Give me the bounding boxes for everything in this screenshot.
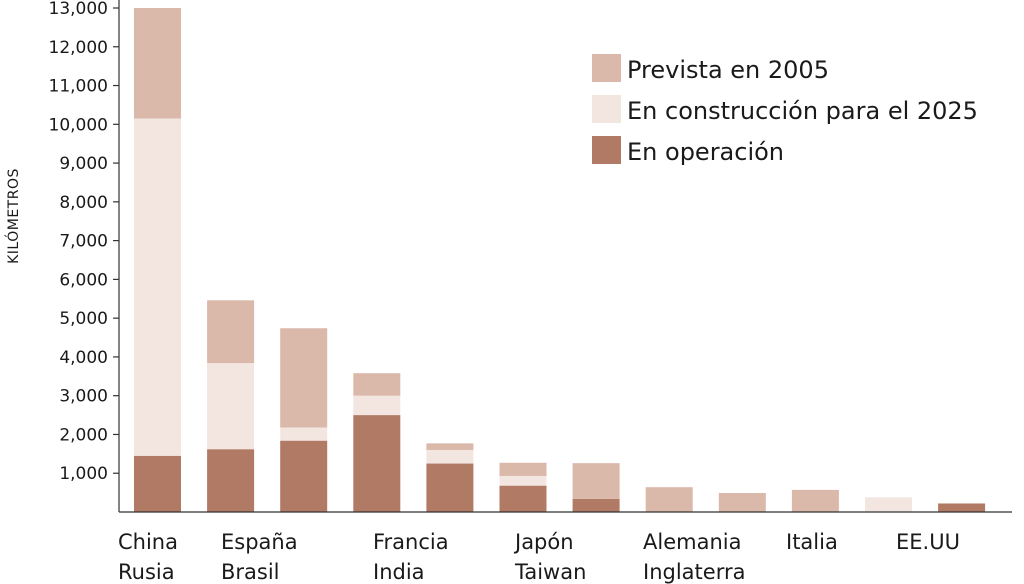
legend-swatch [592, 95, 621, 123]
x-category-label: Alemania [643, 530, 741, 554]
y-tick-label: 4,000 [59, 348, 108, 368]
x-category-label: India [373, 560, 425, 584]
legend-label: En operación [627, 138, 784, 166]
x-category-label: Brasil [221, 560, 280, 584]
bar-segment-rusia-0 [207, 449, 255, 512]
bar-segment-india-2 [499, 462, 547, 476]
bar-segment-jap-n-0 [572, 498, 620, 512]
y-axis-label: KILÓMETROS [4, 168, 22, 264]
bar-segment-francia-2 [426, 443, 474, 450]
y-tick-label: 10,000 [49, 115, 108, 135]
bar-segment-espa-a-0 [280, 440, 328, 512]
bar-segment-francia-0 [426, 463, 474, 512]
y-tick-label: 6,000 [59, 270, 108, 290]
y-tick-label: 3,000 [59, 387, 108, 407]
legend-label: Prevista en 2005 [627, 56, 829, 84]
bar-segment-alemania-2 [718, 493, 766, 512]
y-ticks: 1,000 2,000 3,000 4,000 5,000 6,000 7,000 8,000… [49, 0, 119, 484]
legend-label: En construcción para el 2025 [627, 97, 978, 125]
x-category-label: Rusia [118, 560, 175, 584]
bar-segment-taiwan-2 [645, 487, 693, 512]
bar-segment-espa-a-1 [280, 427, 328, 441]
x-category-label: China [118, 530, 178, 554]
y-tick-label: 11,000 [49, 77, 108, 97]
bar-segment-brasil-1 [353, 395, 401, 416]
bar-segment-rusia-2 [207, 300, 255, 364]
bar-segment-india-1 [499, 475, 547, 486]
bar-segment-espa-a-2 [280, 328, 328, 428]
legend-swatch [592, 54, 621, 82]
bar-segment-ee-uu-0 [938, 503, 986, 512]
y-tick-label: 2,000 [59, 425, 108, 445]
bar-segment-italia-1 [865, 497, 912, 512]
x-category-label: España [221, 530, 298, 554]
bar-segment-china-2 [134, 8, 181, 119]
x-category-label: Italia [786, 530, 838, 554]
y-tick-label: 5,000 [59, 309, 108, 329]
bar-segment-india-0 [499, 485, 547, 512]
bar-segment-inglaterra-2 [791, 489, 839, 512]
bar-segment-jap-n-2 [572, 463, 620, 499]
x-category-label: Francia [373, 530, 449, 554]
bar-segment-rusia-1 [207, 363, 255, 450]
y-tick-label: 9,000 [59, 154, 108, 174]
y-tick-label: 12,000 [49, 38, 108, 58]
legend-swatch [592, 136, 621, 164]
x-category-label: Taiwan [514, 560, 586, 584]
x-category-labels: China Rusia España Brasil Francia India Japón T… [118, 530, 960, 584]
legend: Prevista en 2005 En construcción para el … [592, 54, 978, 166]
y-tick-label: 8,000 [59, 193, 108, 213]
y-tick-label: 1,000 [59, 464, 108, 484]
bar-segment-china-0 [134, 455, 181, 512]
y-tick-label: 7,000 [59, 232, 108, 252]
x-category-label: Inglaterra [643, 560, 745, 584]
bar-segment-brasil-0 [353, 415, 401, 512]
bar-segment-china-1 [134, 118, 181, 456]
bar-segment-francia-1 [426, 449, 474, 464]
bar-segment-brasil-2 [353, 373, 401, 396]
bars [134, 8, 986, 512]
y-tick-label: 13,000 [49, 0, 108, 19]
x-category-label: EE.UU [896, 530, 960, 554]
x-category-label: Japón [513, 530, 574, 554]
